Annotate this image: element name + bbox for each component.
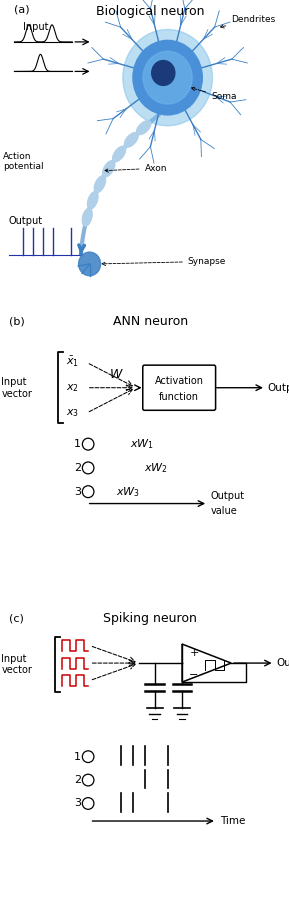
Text: Output: Output [267, 382, 289, 392]
Text: Activation: Activation [155, 376, 204, 386]
Text: Output: Output [9, 216, 43, 226]
Ellipse shape [94, 176, 106, 193]
Text: 1: 1 [74, 439, 81, 449]
Text: 3: 3 [74, 798, 81, 808]
Text: $\bar{x}_1$: $\bar{x}_1$ [66, 356, 80, 370]
FancyBboxPatch shape [143, 365, 216, 410]
Ellipse shape [82, 208, 92, 226]
Text: $x_3$: $x_3$ [66, 407, 79, 418]
Ellipse shape [136, 121, 151, 135]
Ellipse shape [124, 132, 138, 148]
Circle shape [123, 30, 212, 126]
Circle shape [82, 486, 94, 498]
Circle shape [152, 60, 175, 86]
Circle shape [133, 40, 202, 115]
Circle shape [79, 252, 101, 275]
Circle shape [82, 751, 94, 762]
Ellipse shape [103, 160, 115, 177]
Text: $xW_1$: $xW_1$ [130, 437, 154, 451]
Text: (c): (c) [9, 614, 23, 624]
Text: 1: 1 [74, 752, 81, 761]
Text: −: − [189, 670, 199, 680]
Text: W: W [110, 368, 122, 381]
Text: Spiking neuron: Spiking neuron [103, 612, 197, 625]
Circle shape [82, 774, 94, 786]
Circle shape [82, 462, 94, 473]
Text: Synapse: Synapse [102, 256, 226, 266]
Circle shape [82, 797, 94, 809]
Text: Action
potential: Action potential [3, 152, 44, 171]
Text: Output: Output [276, 658, 289, 668]
Text: Output: Output [211, 491, 245, 501]
Text: 2: 2 [74, 775, 81, 785]
Text: Input: Input [23, 22, 49, 32]
Text: function: function [159, 392, 199, 402]
Text: $x_2$: $x_2$ [66, 382, 79, 393]
Circle shape [82, 438, 94, 450]
Text: (a): (a) [14, 4, 30, 14]
Text: Input
vector: Input vector [1, 653, 32, 675]
Text: $xW_2$: $xW_2$ [144, 461, 168, 475]
Text: Biological neuron: Biological neuron [96, 4, 205, 18]
Text: (b): (b) [9, 317, 24, 327]
Text: 3: 3 [74, 487, 81, 497]
Text: Dendrites: Dendrites [220, 14, 275, 28]
Text: value: value [211, 506, 238, 516]
Text: Input
vector: Input vector [1, 377, 32, 399]
Text: Axon: Axon [105, 164, 167, 173]
Circle shape [143, 51, 192, 104]
Text: Soma: Soma [191, 87, 236, 102]
Text: ANN neuron: ANN neuron [113, 315, 188, 328]
Ellipse shape [87, 192, 98, 209]
Text: Time: Time [220, 816, 245, 826]
Text: +: + [189, 648, 199, 658]
Ellipse shape [113, 146, 126, 162]
Text: $xW_3$: $xW_3$ [116, 485, 140, 499]
Text: 2: 2 [74, 463, 81, 473]
